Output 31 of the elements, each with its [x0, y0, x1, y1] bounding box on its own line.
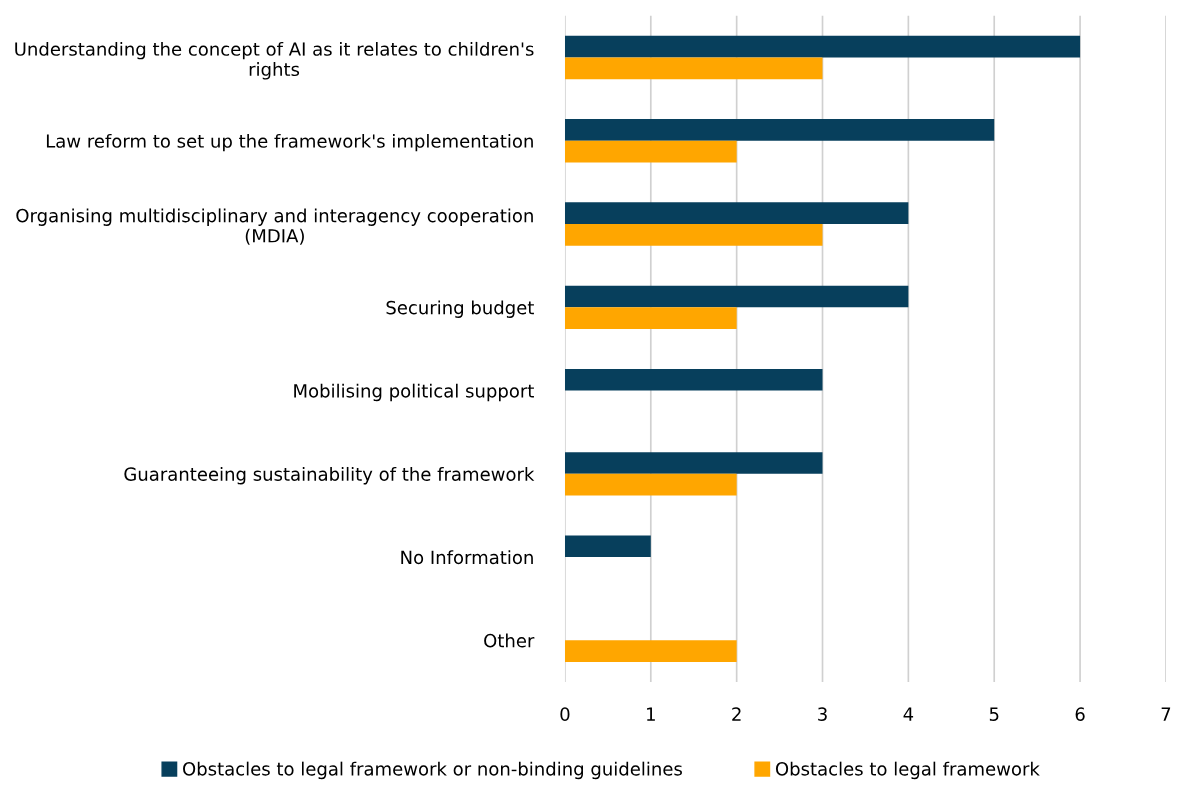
y-tick-label: Understanding the concept of AI as it relates to children's rights	[15, 41, 534, 80]
bar	[564, 224, 823, 246]
y-tick-label: Organising multidisciplinary and interagency cooperation (MDIA)	[16, 208, 533, 245]
x-tick-label: 5	[989, 707, 999, 721]
x-tick-label: 3	[818, 707, 827, 721]
bar	[564, 57, 823, 80]
bar	[564, 119, 995, 141]
x-tick-label: 6	[1075, 707, 1085, 721]
x-tick-label: 2	[732, 707, 741, 721]
bar	[564, 473, 737, 496]
legend-label: Obstacles to legal framework	[775, 761, 1040, 780]
y-tick-label: Other	[484, 633, 535, 648]
bar	[564, 368, 823, 391]
y-tick-label: Law reform to set up the framework's implementation	[46, 133, 533, 152]
legend-label: Obstacles to legal framework or non-binding guidelines	[183, 761, 682, 780]
x-tick-label: 7	[1161, 707, 1171, 721]
y-tick-label: Mobilising political support	[294, 383, 534, 402]
x-tick-label: 4	[903, 707, 914, 721]
bar	[564, 35, 1081, 58]
bar	[564, 452, 823, 474]
y-tick-label: Securing budget	[386, 300, 534, 318]
y-tick-label: Guaranteeing sustainability of the framework	[124, 466, 535, 485]
bar	[564, 307, 737, 329]
y-tick-label: No Information	[401, 550, 533, 565]
bar	[564, 202, 909, 225]
bar	[564, 535, 651, 558]
x-tick-label: 1	[647, 707, 655, 721]
bar	[564, 285, 909, 308]
bar	[564, 640, 737, 662]
bar	[564, 140, 737, 163]
x-tick-label: 0	[560, 707, 570, 721]
